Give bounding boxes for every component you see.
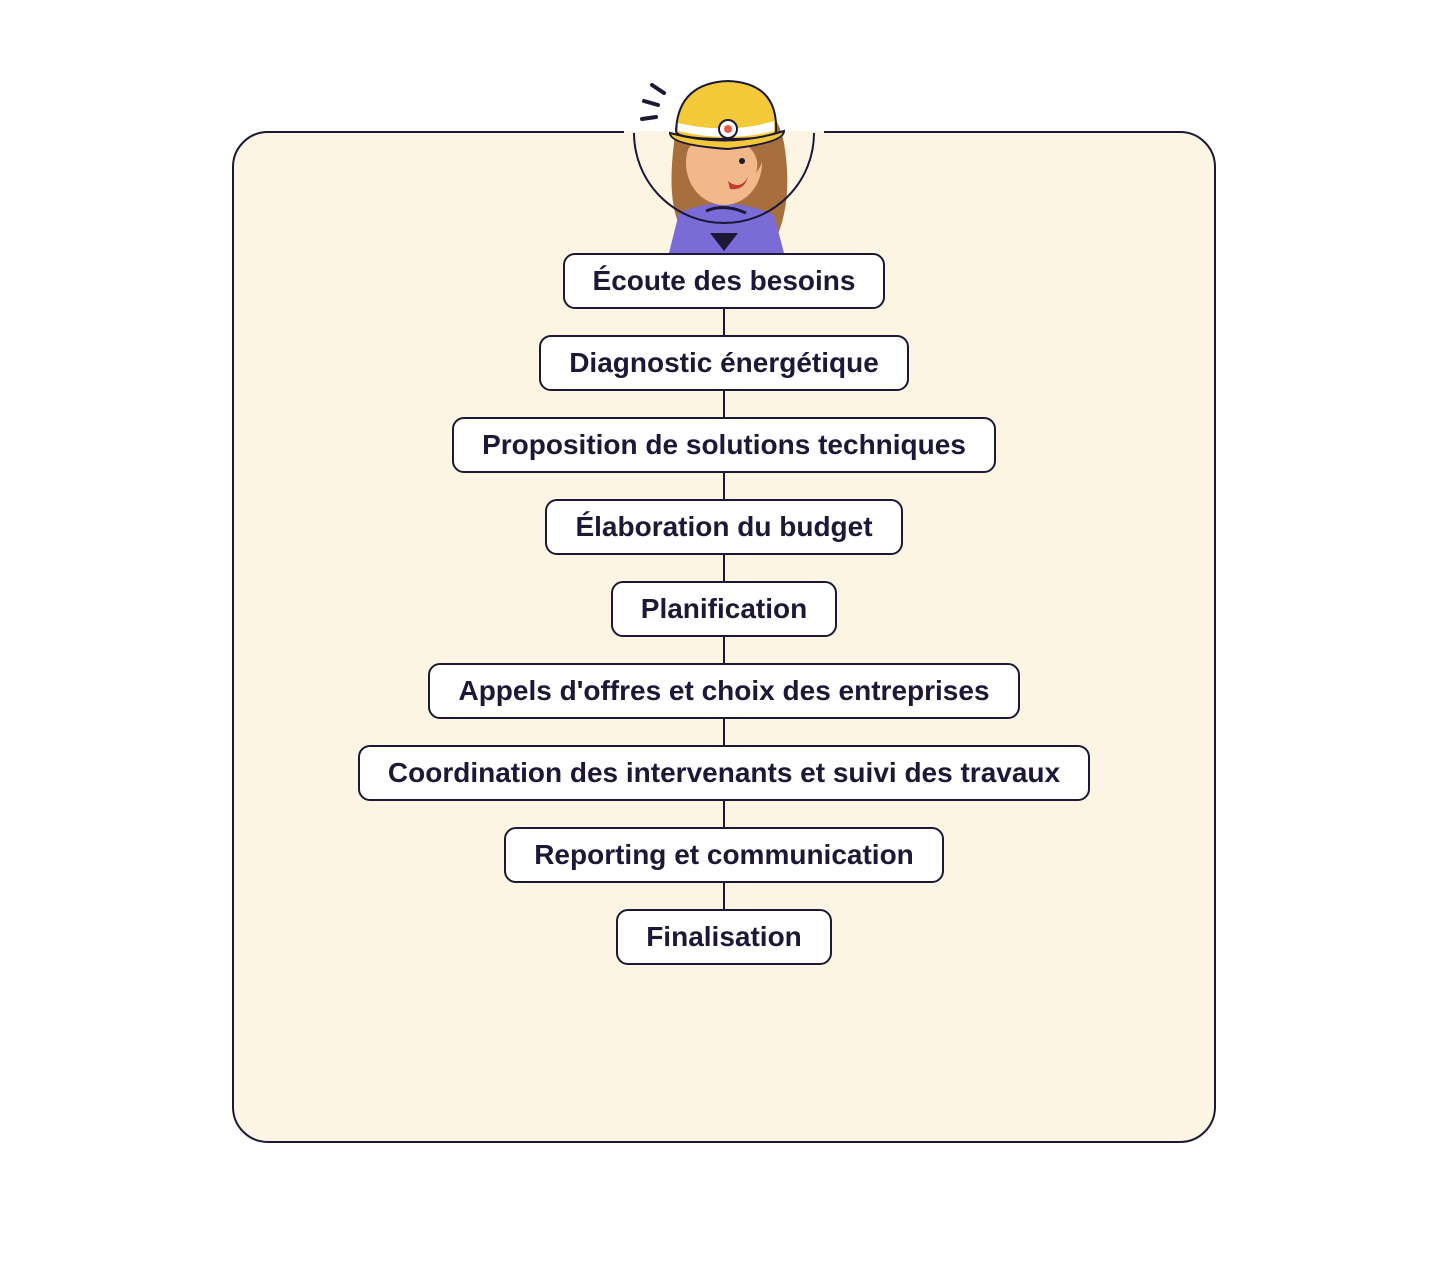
step-box: Écoute des besoins: [563, 253, 886, 309]
step-box: Diagnostic énergétique: [539, 335, 909, 391]
step-label: Élaboration du budget: [575, 511, 872, 542]
step-box: Élaboration du budget: [545, 499, 902, 555]
step-label: Proposition de solutions techniques: [482, 429, 966, 460]
connector: [723, 555, 725, 581]
step-box: Reporting et communication: [504, 827, 944, 883]
steps-list: Écoute des besoins Diagnostic énergétiqu…: [358, 253, 1090, 965]
step-label: Coordination des intervenants et suivi d…: [388, 757, 1060, 788]
step-box: Appels d'offres et choix des entreprises: [428, 663, 1019, 719]
connector: [723, 719, 725, 745]
step-label: Reporting et communication: [534, 839, 914, 870]
step-box: Coordination des intervenants et suivi d…: [358, 745, 1090, 801]
step-label: Appels d'offres et choix des entreprises: [458, 675, 989, 706]
connector: [723, 391, 725, 417]
step-box: Proposition de solutions techniques: [452, 417, 996, 473]
step-label: Diagnostic énergétique: [569, 347, 879, 378]
connector: [723, 801, 725, 827]
step-label: Finalisation: [646, 921, 802, 952]
step-label: Écoute des besoins: [593, 265, 856, 296]
pointer-icon: [710, 233, 738, 251]
process-card: Écoute des besoins Diagnostic énergétiqu…: [232, 131, 1216, 1143]
avatar-illustration: [624, 53, 824, 253]
connector: [723, 309, 725, 335]
step-box: Planification: [611, 581, 837, 637]
connector: [723, 473, 725, 499]
worker-avatar-icon: [624, 53, 824, 253]
step-label: Planification: [641, 593, 807, 624]
step-box: Finalisation: [616, 909, 832, 965]
connector: [723, 883, 725, 909]
connector: [723, 637, 725, 663]
